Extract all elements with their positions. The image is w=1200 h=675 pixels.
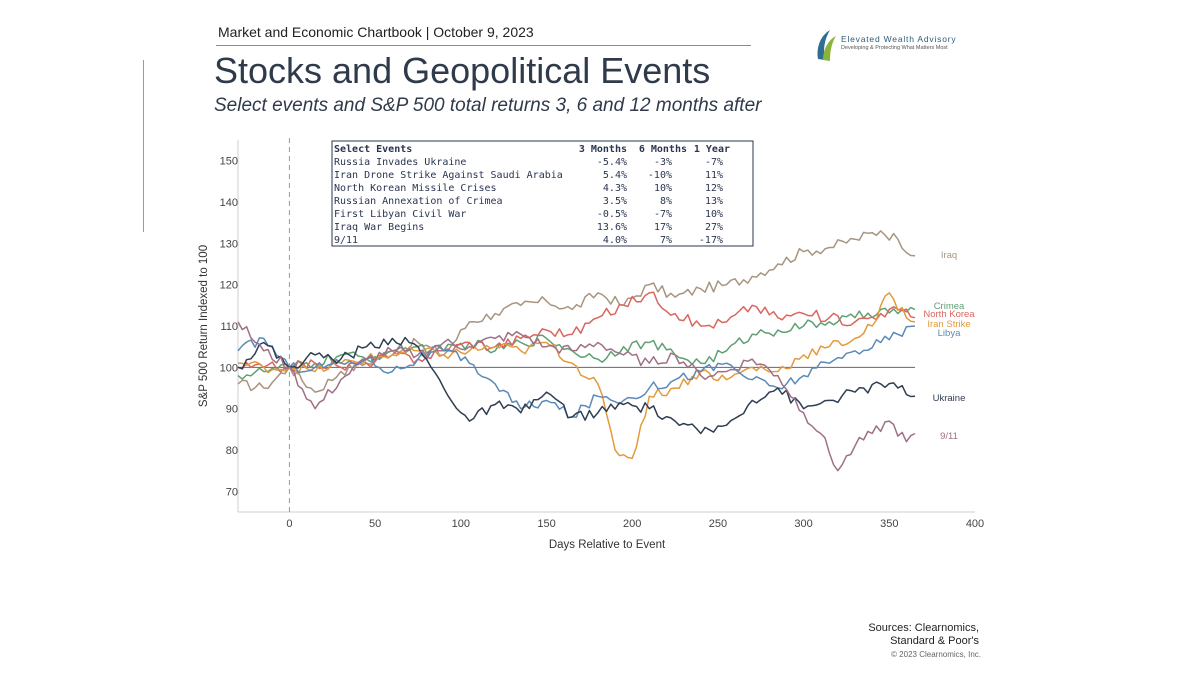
- series-line-iraq: [237, 230, 916, 393]
- table-header-cell: 3 Months: [579, 144, 627, 155]
- series-label: 9/11: [940, 431, 958, 442]
- x-axis-title: Days Relative to Event: [549, 539, 666, 551]
- table-cell: Iran Drone Strike Against Saudi Arabia: [334, 170, 563, 181]
- y-tick-label: 140: [220, 197, 238, 209]
- series-line-iran-strike: [237, 292, 916, 460]
- table-cell: 13.6%: [597, 222, 627, 233]
- table-cell: -0.5%: [597, 209, 627, 220]
- sources-note: Sources: Clearnomics, Standard & Poor's: [868, 622, 979, 648]
- table-header-cell: 6 Months: [639, 144, 687, 155]
- y-tick-label: 80: [226, 445, 238, 457]
- x-tick-labels: 0 50 100 150 200 250 300 350 400: [286, 518, 984, 530]
- table-cell: 8%: [660, 196, 672, 207]
- sources-line-1: Sources: Clearnomics,: [868, 622, 979, 634]
- series-lines: [237, 230, 916, 472]
- table-cell: North Korean Missile Crises: [334, 183, 497, 194]
- left-divider: [143, 60, 144, 232]
- x-tick-label: 100: [452, 518, 470, 530]
- table-cell: First Libyan Civil War: [334, 209, 466, 220]
- series-label: Iran Strike: [927, 319, 970, 330]
- series-label: Ukraine: [933, 393, 966, 404]
- events-table: Select Events 3 Months 6 Months 1 Year Russi…: [331, 140, 754, 247]
- page-title: Stocks and Geopolitical Events: [214, 50, 711, 91]
- x-tick-label: 50: [369, 518, 381, 530]
- table-cell: 12%: [705, 183, 723, 194]
- table-cell: 5.4%: [603, 170, 627, 181]
- logo-mark-icon: [817, 30, 836, 61]
- table-cell: -7%: [705, 157, 723, 168]
- logo-tagline: Developing & Protecting What Matters Mos…: [841, 45, 948, 51]
- table-cell: 27%: [705, 222, 723, 233]
- x-tick-label: 400: [966, 518, 984, 530]
- table-cell: -7%: [654, 209, 672, 220]
- table-cell: 3.5%: [603, 196, 627, 207]
- series-label: North Korea: [923, 309, 975, 320]
- x-tick-label: 350: [880, 518, 898, 530]
- table-cell: -3%: [654, 157, 672, 168]
- table-header-cell: Select Events: [334, 144, 412, 155]
- series-line-libya: [237, 325, 916, 419]
- table-cell: 11%: [705, 170, 723, 181]
- x-tick-label: 200: [623, 518, 641, 530]
- copyright-note: © 2023 Clearnomics, Inc.: [891, 650, 981, 659]
- sources-line-2: Standard & Poor's: [890, 635, 979, 647]
- table-header-cell: 1 Year: [694, 144, 730, 155]
- y-tick-label: 130: [220, 238, 238, 250]
- y-tick-label: 150: [220, 156, 238, 168]
- company-logo: Elevated Wealth Advisory Developing & Pr…: [814, 28, 964, 62]
- series-line-north-korea: [237, 291, 916, 373]
- table-cell: 13%: [705, 196, 723, 207]
- table-cell: 4.3%: [603, 183, 627, 194]
- x-tick-label: 300: [794, 518, 812, 530]
- y-tick-label: 110: [220, 321, 238, 333]
- series-label: Iraq: [941, 250, 957, 261]
- series-line-crimea: [237, 306, 916, 380]
- table-cell: -17%: [699, 235, 723, 246]
- x-tick-label: 250: [709, 518, 727, 530]
- page-subtitle: Select events and S&P 500 total returns …: [214, 95, 762, 116]
- table-cell: 10%: [705, 209, 723, 220]
- y-tick-label: 100: [220, 362, 238, 374]
- y-axis-title: S&P 500 Return Indexed to 100: [198, 245, 210, 407]
- table-cell: 4.0%: [603, 235, 627, 246]
- x-tick-label: 150: [537, 518, 555, 530]
- series-label: Crimea: [934, 301, 965, 312]
- x-tick-label: 0: [286, 518, 292, 530]
- logo-name: Elevated Wealth Advisory: [841, 34, 957, 44]
- series-line-9-11: [237, 321, 916, 472]
- header-divider: [216, 45, 751, 46]
- table-cell: Russia Invades Ukraine: [334, 157, 466, 168]
- table-cell: 9/11: [334, 235, 358, 246]
- table-cell: 17%: [654, 222, 672, 233]
- table-cell: Russian Annexation of Crimea: [334, 196, 503, 207]
- table-cell: 7%: [660, 235, 672, 246]
- table-cell: -5.4%: [597, 157, 627, 168]
- series-label: Libya: [938, 328, 961, 339]
- series-line-ukraine: [237, 336, 916, 435]
- table-cell: 10%: [654, 183, 672, 194]
- y-tick-labels: 70 80 90 100 110 120 130 140 150: [220, 156, 238, 499]
- events-table-border: [331, 140, 754, 247]
- table-cell: Iraq War Begins: [334, 222, 424, 233]
- y-tick-label: 90: [226, 404, 238, 416]
- y-tick-label: 70: [226, 486, 238, 498]
- chartbook-header: Market and Economic Chartbook | October …: [218, 24, 534, 40]
- table-cell: -10%: [648, 170, 672, 181]
- y-tick-label: 120: [220, 280, 238, 292]
